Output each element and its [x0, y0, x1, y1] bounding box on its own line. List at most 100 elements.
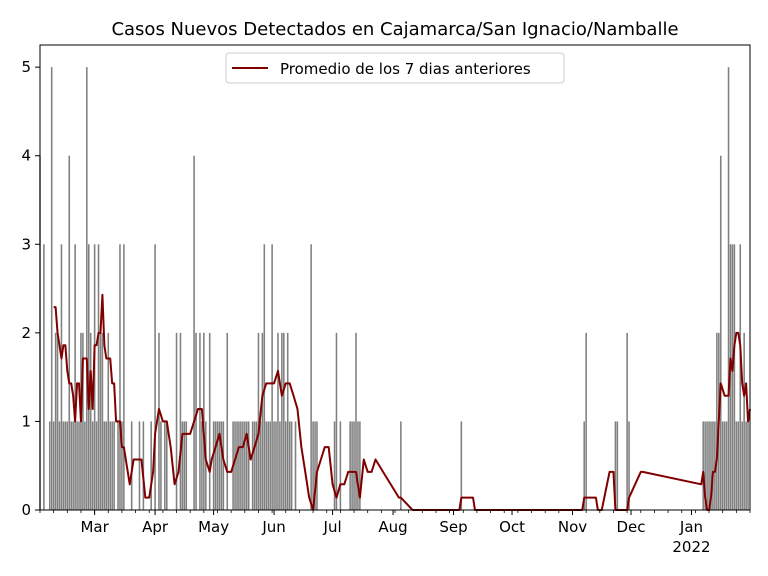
bar	[97, 244, 100, 511]
bar	[99, 332, 102, 510]
bar	[400, 421, 402, 510]
bar	[240, 421, 242, 510]
bar	[273, 421, 275, 510]
bar	[253, 421, 256, 510]
bar	[357, 421, 359, 510]
bar	[222, 421, 225, 510]
bar	[721, 421, 724, 510]
bar	[70, 421, 72, 510]
bar	[263, 244, 266, 511]
bar	[725, 421, 728, 510]
bar	[716, 332, 718, 510]
bar	[708, 421, 710, 510]
bar	[236, 421, 238, 510]
x-tick-label: Jun	[261, 518, 285, 536]
y-tick-label: 1	[21, 412, 31, 430]
bar	[216, 421, 219, 510]
bar	[142, 421, 145, 510]
bar	[271, 244, 273, 511]
legend[interactable]: Promedio de los 7 dias anteriores	[225, 52, 565, 84]
bar	[199, 332, 201, 510]
bar	[166, 421, 168, 510]
x-tick-label: Apr	[142, 518, 169, 536]
bar	[201, 421, 203, 510]
bar	[310, 244, 312, 511]
bar	[333, 421, 336, 510]
bar	[335, 332, 338, 510]
y-tick-label: 2	[21, 324, 31, 342]
bar	[704, 421, 706, 510]
bar	[226, 332, 229, 510]
bar	[64, 421, 67, 510]
bar	[212, 421, 215, 510]
bar	[103, 421, 106, 510]
bar	[82, 332, 84, 510]
bar	[160, 421, 162, 510]
bar	[277, 332, 279, 510]
bar	[585, 332, 587, 510]
bar	[723, 421, 726, 510]
bar	[117, 421, 119, 510]
bar	[269, 421, 271, 510]
x-tick-label: Nov	[558, 518, 587, 536]
y-tick-label: 5	[21, 58, 31, 76]
bar	[247, 421, 250, 510]
bar	[119, 244, 121, 511]
y-axis: 0 1 2 3 4 5	[21, 58, 40, 519]
bar	[52, 421, 55, 510]
bar	[43, 244, 45, 511]
x-tick-label: Dec	[617, 518, 646, 536]
bar	[351, 421, 353, 510]
bar	[218, 421, 221, 510]
bar	[735, 421, 738, 510]
bar	[614, 421, 617, 510]
x-tick-label: Mar	[80, 518, 109, 536]
bar	[95, 421, 98, 510]
bar	[164, 421, 166, 510]
bar	[220, 421, 223, 510]
bar	[54, 332, 57, 510]
x-tick-label: Jul	[323, 518, 342, 536]
bar	[279, 421, 281, 510]
bar	[712, 421, 714, 510]
bar	[259, 421, 262, 510]
bar	[626, 332, 628, 510]
bar	[349, 421, 351, 510]
bar	[355, 332, 357, 510]
bar	[111, 421, 113, 510]
bar	[234, 421, 236, 510]
y-tick-label: 4	[21, 147, 31, 165]
bar	[86, 67, 88, 510]
bar	[741, 421, 743, 510]
bar	[719, 155, 722, 510]
bar	[733, 244, 736, 511]
bar	[283, 332, 285, 510]
bar	[76, 421, 78, 510]
bar	[745, 421, 747, 510]
bar	[74, 244, 76, 511]
legend-label: Promedio de los 7 dias anteriores	[280, 60, 531, 78]
bar	[158, 332, 160, 510]
bar	[265, 421, 268, 510]
bar	[113, 421, 115, 510]
bar	[294, 421, 297, 510]
bar	[68, 155, 71, 510]
x-tick-label: Sep	[439, 518, 467, 536]
bar	[150, 421, 152, 510]
bar	[72, 421, 74, 510]
bar	[275, 421, 277, 510]
bar	[242, 421, 244, 510]
bar	[460, 421, 463, 510]
bar	[353, 421, 355, 510]
bar	[281, 332, 283, 510]
bar	[747, 421, 749, 510]
bar	[288, 421, 291, 510]
x-tick-label: Jan	[679, 518, 703, 536]
y-tick-label: 3	[21, 235, 31, 253]
bar	[314, 421, 316, 510]
chart-title: Casos Nuevos Detectados en Cajamarca/San…	[111, 19, 678, 40]
bar	[109, 421, 111, 510]
bar	[628, 421, 630, 510]
bar	[175, 332, 178, 510]
